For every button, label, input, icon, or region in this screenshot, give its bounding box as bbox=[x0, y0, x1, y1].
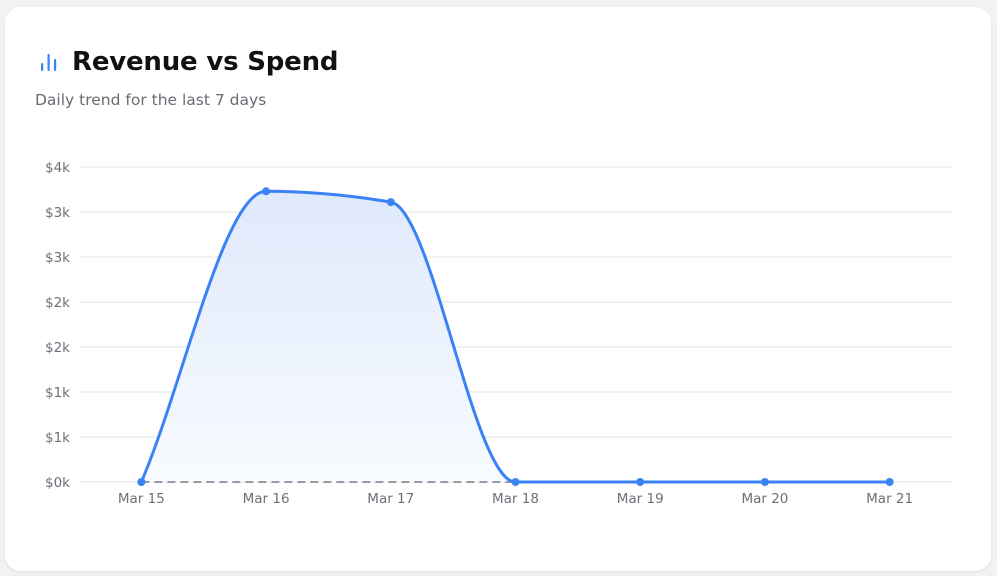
x-axis: Mar 15 Mar 16 Mar 17 Mar 18 Mar 19 Mar 20 Mar … bbox=[118, 491, 913, 507]
x-tick-label: Mar 15 bbox=[118, 491, 165, 507]
y-tick-label: $3k bbox=[45, 205, 70, 221]
y-tick-label: $1k bbox=[45, 385, 70, 401]
revenue-point-mar-20[interactable] bbox=[760, 478, 769, 486]
card-header: Revenue vs Spend bbox=[38, 47, 339, 77]
y-tick-label: $4k bbox=[45, 160, 70, 176]
y-tick-label: $2k bbox=[45, 295, 70, 311]
x-tick-label: Mar 20 bbox=[741, 491, 788, 507]
card-subtitle: Daily trend for the last 7 days bbox=[35, 91, 267, 109]
y-tick-label: $2k bbox=[45, 340, 70, 356]
card-title: Revenue vs Spend bbox=[72, 47, 339, 77]
y-axis: $0k $1k $1k $2k $2k $3k $3k $4k bbox=[45, 160, 70, 491]
revenue-point-mar-15[interactable] bbox=[137, 478, 146, 486]
x-tick-label: Mar 19 bbox=[617, 491, 664, 507]
y-tick-label: $3k bbox=[45, 250, 70, 266]
x-tick-label: Mar 16 bbox=[243, 491, 290, 507]
y-tick-label: $0k bbox=[45, 475, 70, 491]
bar-chart-icon bbox=[41, 54, 57, 71]
x-tick-label: Mar 17 bbox=[367, 491, 414, 507]
revenue-points bbox=[137, 187, 894, 486]
revenue-point-mar-19[interactable] bbox=[636, 478, 645, 486]
revenue-point-mar-18[interactable] bbox=[511, 478, 520, 486]
y-tick-label: $1k bbox=[45, 430, 70, 446]
revenue-area bbox=[141, 191, 890, 483]
x-tick-label: Mar 21 bbox=[866, 491, 913, 507]
x-tick-label: Mar 18 bbox=[492, 491, 539, 507]
revenue-point-mar-16[interactable] bbox=[262, 187, 271, 196]
revenue-line bbox=[139, 189, 890, 484]
revenue-point-mar-21[interactable] bbox=[885, 478, 894, 486]
revenue-point-mar-17[interactable] bbox=[386, 198, 395, 207]
